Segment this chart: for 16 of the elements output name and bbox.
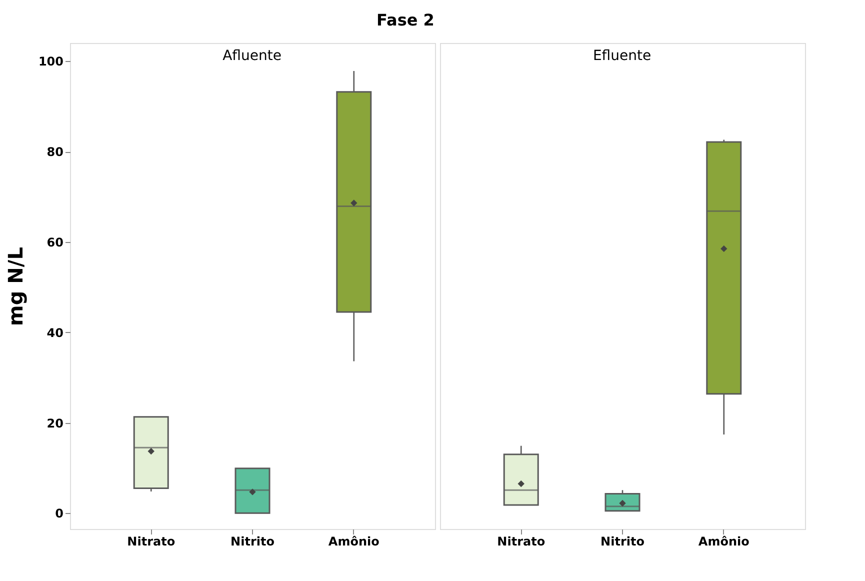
y-tick-label: 80 bbox=[46, 145, 64, 159]
x-tick-label: Amônio bbox=[698, 534, 750, 548]
y-tick-label: 100 bbox=[38, 54, 64, 69]
x-tick-label: Nitrito bbox=[230, 534, 274, 548]
x-tick-label: Amônio bbox=[328, 534, 380, 548]
x-tick-label: Nitrato bbox=[497, 534, 546, 548]
chart-subtitle: Afluente bbox=[222, 48, 282, 64]
y-tick-label: 40 bbox=[46, 326, 64, 340]
y-axis-title: mg N/L bbox=[3, 246, 28, 326]
y-tick-label: 0 bbox=[55, 506, 64, 521]
y-tick-label: 20 bbox=[46, 416, 64, 430]
x-tick-label: Nitrito bbox=[600, 534, 644, 548]
chart-subtitle: Efluente bbox=[592, 48, 652, 64]
x-tick-label: Nitrato bbox=[127, 534, 176, 548]
chart-title: Fase 2 bbox=[376, 10, 434, 30]
y-tick-label: 60 bbox=[46, 235, 64, 250]
